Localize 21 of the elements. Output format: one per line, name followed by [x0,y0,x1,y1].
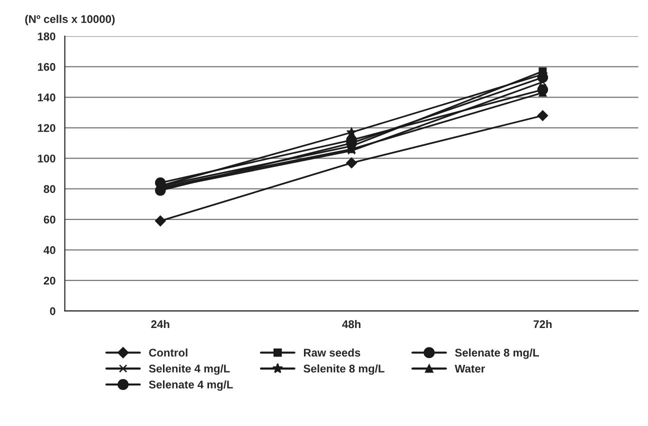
x-tick-label: 24h [151,320,170,328]
y-tick-label: 100 [38,154,56,162]
y-tick-label: 140 [38,94,56,102]
x-tick-label: 48h [342,320,360,328]
y-tick-label: 40 [44,246,56,254]
y-tick-label: 120 [38,124,56,132]
y-tick-label: 160 [38,63,56,71]
y-tick-label: 180 [38,32,56,40]
y-tick-label: 60 [44,216,56,224]
legend-label: Control [149,348,188,357]
legend-label: Selenate 8 mg/L [455,348,539,359]
y-tick-label: 80 [44,185,56,193]
legend-label: Selenate 4 mg/L [148,380,233,391]
y-tick-label: 0 [50,307,56,316]
legend-label: Selenite 4 mg/L [148,364,230,375]
legend-label: Raw seeds [304,348,360,357]
legend-label: Water [454,364,486,373]
y-tick-label: 20 [44,276,56,285]
y-axis-title: (Nº cells x 10000) [25,14,115,26]
legend-label: Selenite 8 mg/L [304,364,384,375]
x-tick-label: 72h [534,320,552,328]
